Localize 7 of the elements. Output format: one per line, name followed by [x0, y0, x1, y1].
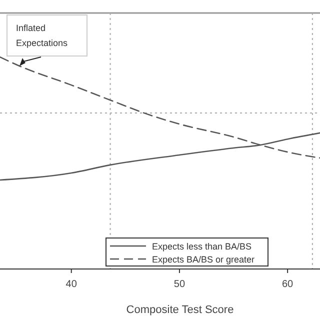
- legend-label: Expects less than BA/BS: [152, 242, 252, 252]
- x-tick-label: 60: [282, 279, 294, 290]
- x-axis-title: Composite Test Score: [126, 304, 234, 316]
- x-tick-label: 50: [174, 279, 186, 290]
- annotation: Inflated Expectations: [16, 23, 68, 48]
- x-tick-label: 40: [66, 279, 78, 290]
- legend-label: Expects BA/BS or greater: [152, 254, 255, 264]
